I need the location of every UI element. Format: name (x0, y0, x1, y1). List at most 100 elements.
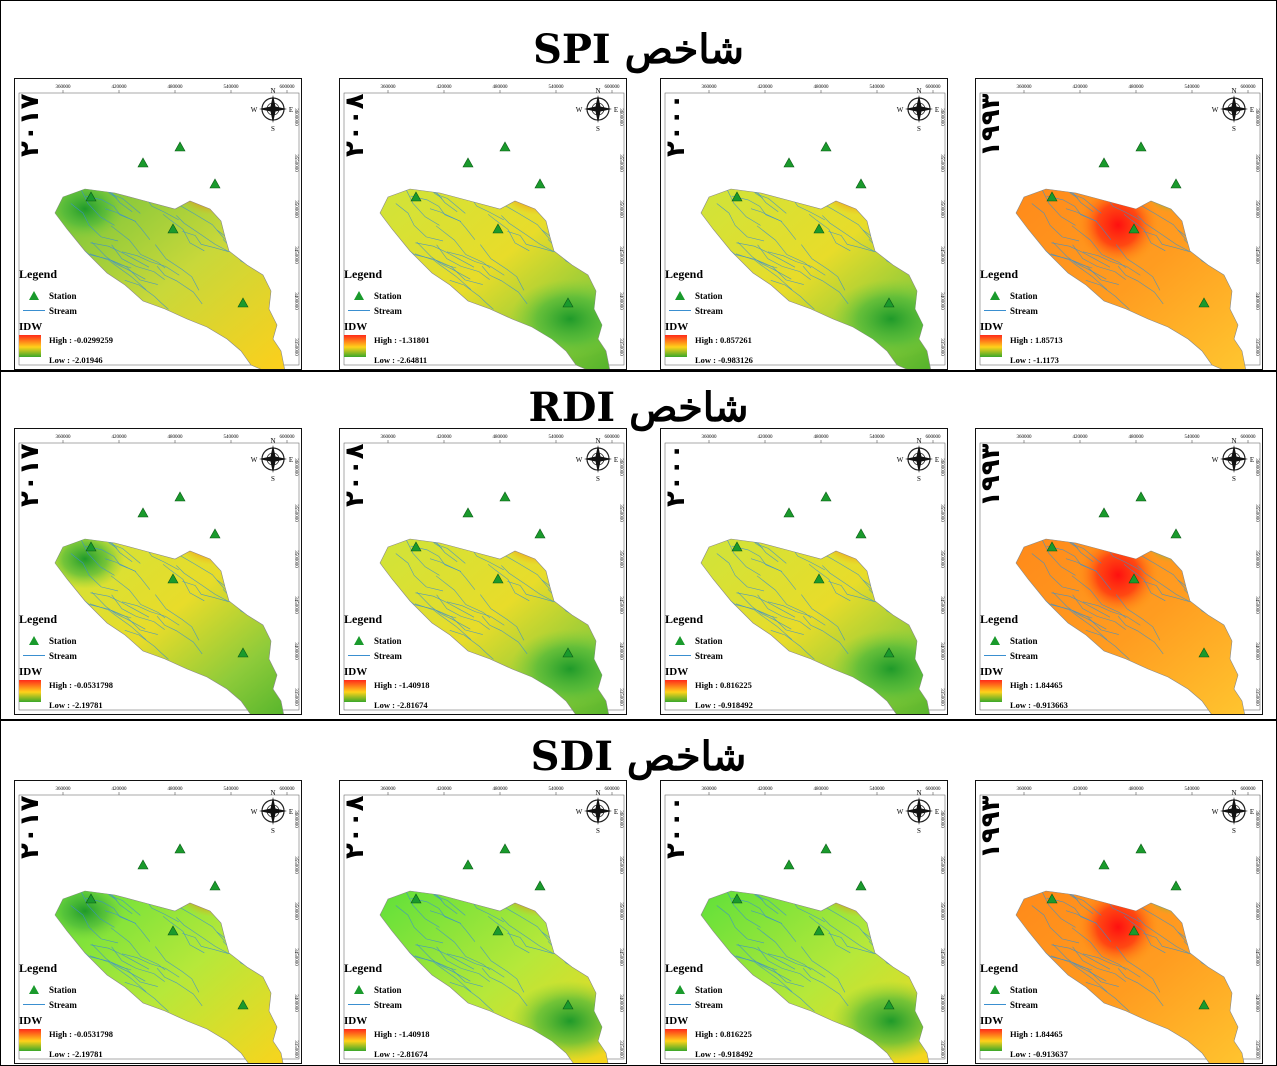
stream-line (243, 565, 285, 590)
stream-line (98, 469, 143, 497)
legend-station-label: Station (374, 635, 402, 646)
stream-line (135, 539, 179, 571)
stream-line (1116, 244, 1161, 291)
y-tick-label: 3500000 (618, 902, 623, 920)
station-marker (813, 925, 825, 936)
stream-line (176, 917, 230, 955)
stream-line (1046, 545, 1098, 572)
stream-line (770, 982, 815, 1012)
stream-line (1072, 946, 1126, 982)
legend-station-label: Station (1010, 984, 1038, 995)
y-tick-label: 3500000 (1254, 200, 1259, 218)
legend-station-row: Station (980, 288, 1100, 303)
compass-n-label: N (1231, 437, 1236, 445)
stream-line (1031, 203, 1080, 242)
legend-high-value: High : 1.85713 (1010, 335, 1063, 345)
compass-s-label: S (917, 125, 921, 133)
stream-line (822, 917, 876, 955)
map-legend: Legend Station Stream IDW High : -0.0531798 L… (19, 612, 139, 710)
legend-idw-title: IDW (980, 666, 1004, 678)
legend-stream-row: Stream (19, 648, 139, 663)
legend-title: Legend (344, 267, 383, 281)
x-tick-label: 480000 (168, 787, 184, 792)
y-tick-label: 3450000 (939, 948, 944, 966)
stream-line (1203, 891, 1246, 919)
legend-high-value: High : -1.40918 (374, 680, 430, 690)
stream-line (808, 916, 851, 954)
station-marker (1135, 491, 1147, 502)
stream-line (567, 891, 610, 919)
stream-line (449, 280, 494, 310)
stream-line (716, 553, 765, 592)
north-arrow-icon: N S E W (897, 87, 939, 133)
legend-stream-label: Stream (695, 650, 723, 661)
legend-idw-title: IDW (19, 666, 43, 678)
year-label: ۱۹۹۳ (976, 93, 1006, 157)
y-tick-label: 3500000 (939, 902, 944, 920)
compass-s-label: S (1232, 475, 1236, 483)
stream-line (480, 946, 525, 993)
stream-line (98, 119, 143, 147)
stream-line (1117, 968, 1164, 1007)
x-tick-label: 540000 (870, 85, 886, 90)
x-tick-label: 420000 (1073, 787, 1089, 792)
x-tick-label: 360000 (1017, 787, 1033, 792)
x-tick-label: 540000 (549, 435, 565, 440)
legend-low-value: Low : -2.19781 (49, 700, 103, 710)
stream-line (1204, 917, 1246, 942)
legend-stream-row: Stream (980, 648, 1100, 663)
station-marker (1128, 573, 1140, 584)
compass-e-label: E (1250, 456, 1254, 464)
x-tick-label: 540000 (1185, 435, 1201, 440)
stream-line (401, 189, 443, 199)
map-frame (979, 442, 1261, 711)
stream-line (757, 946, 811, 982)
stream-line (845, 539, 889, 557)
y-tick-label: 3400000 (293, 994, 298, 1012)
stream-line (100, 830, 158, 868)
stream-line (712, 189, 761, 226)
stream-line (746, 830, 804, 868)
station-marker (1098, 507, 1110, 518)
stream-line (744, 119, 789, 147)
stream-line (1174, 189, 1238, 193)
x-tick-label: 480000 (493, 85, 509, 90)
stream-line (507, 581, 554, 602)
x-tick-label: 420000 (112, 85, 128, 90)
y-tick-label: 3350000 (939, 1040, 944, 1058)
stream-line (722, 189, 764, 199)
stream-line (888, 891, 931, 919)
station-marker (534, 528, 546, 539)
stream-line (1123, 214, 1166, 252)
legend-high-value: High : -0.0531798 (49, 1029, 113, 1039)
station-marker (1135, 141, 1147, 152)
stream-line (1203, 189, 1246, 244)
stream-line (243, 917, 285, 942)
stream-line (110, 927, 166, 971)
map-svg: 360000 420000 480000 540000 600000 3600000 355… (343, 787, 625, 1063)
stream-line (845, 891, 889, 909)
stream-line (1082, 601, 1141, 626)
stream-line (435, 575, 491, 619)
map-svg: 360000 420000 480000 540000 600000 3600000 355… (979, 435, 1261, 714)
stream-line (859, 539, 923, 543)
compass-s-label: S (1232, 125, 1236, 133)
year-label: ۲۰۰۰ (661, 795, 691, 859)
x-tick-label: 360000 (381, 435, 397, 440)
stream-line (70, 905, 119, 944)
x-tick-label: 540000 (1185, 787, 1201, 792)
stream-line (888, 232, 931, 266)
station-marker (1128, 925, 1140, 936)
legend-station-row: Station (344, 982, 464, 997)
north-arrow-icon: N S E W (1212, 437, 1254, 483)
north-arrow-icon: N S E W (576, 789, 618, 835)
color-ramp (19, 335, 41, 357)
legend-station-row: Station (344, 288, 464, 303)
stream-line (85, 195, 137, 222)
stream-line (757, 244, 811, 280)
stream-line (1203, 189, 1246, 217)
cool-spot (55, 189, 125, 239)
station-marker (820, 491, 832, 502)
stream-line (1137, 123, 1182, 164)
stream-line (1037, 189, 1079, 199)
